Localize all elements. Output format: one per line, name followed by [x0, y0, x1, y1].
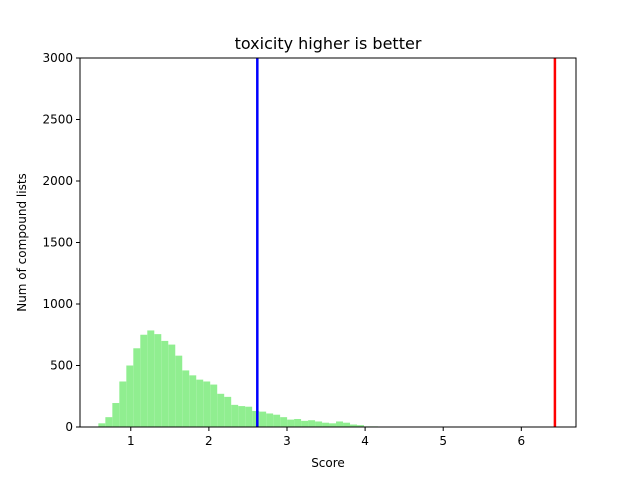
histogram-bar — [245, 406, 253, 427]
histogram-bar — [238, 406, 246, 427]
histogram-bar — [273, 414, 281, 427]
histogram-bar — [259, 411, 267, 427]
histogram-bar — [119, 381, 127, 427]
histogram-bar — [182, 370, 190, 427]
histogram-bar — [252, 411, 260, 427]
histogram-bar — [168, 344, 176, 427]
x-tick-label: 6 — [518, 434, 526, 448]
histogram-bars — [98, 330, 378, 427]
histogram-bar — [315, 421, 323, 427]
x-tick-label: 1 — [127, 434, 135, 448]
x-tick-label: 4 — [361, 434, 369, 448]
y-tick-label: 0 — [65, 420, 73, 434]
histogram-bar — [301, 420, 309, 427]
histogram-bar — [203, 381, 211, 427]
histogram-bar — [147, 330, 155, 427]
y-axis-label: Num of compound lists — [15, 173, 29, 312]
histogram-bar — [329, 423, 337, 427]
histogram-bar — [224, 396, 232, 427]
histogram-bar — [112, 403, 120, 427]
x-axis-label: Score — [311, 456, 345, 470]
chart-title: toxicity higher is better — [235, 34, 422, 53]
histogram-bar — [266, 413, 274, 427]
histogram-bar — [154, 334, 162, 427]
y-axis-ticks: 0 500 1000 1500 2000 2500 3000 — [42, 51, 80, 434]
histogram-bar — [287, 419, 295, 427]
histogram-bar — [189, 375, 197, 427]
histogram-bar — [336, 421, 344, 427]
histogram-bar — [98, 423, 106, 427]
y-tick-label: 3000 — [42, 51, 73, 65]
histogram-bar — [126, 365, 134, 427]
y-tick-label: 1000 — [42, 297, 73, 311]
y-tick-label: 1500 — [42, 236, 73, 250]
histogram-bar — [105, 417, 113, 427]
reference-lines — [256, 58, 557, 427]
x-tick-label: 3 — [283, 434, 291, 448]
y-tick-label: 500 — [50, 359, 73, 373]
x-tick-label: 5 — [439, 434, 447, 448]
x-tick-label: 2 — [205, 434, 213, 448]
histogram-bar — [280, 417, 288, 427]
y-tick-label: 2500 — [42, 113, 73, 127]
histogram-bar — [133, 348, 141, 427]
histogram-bar — [196, 379, 204, 427]
histogram-bar — [140, 334, 148, 427]
x-axis-ticks: 1 2 3 4 5 6 — [127, 427, 525, 448]
histogram-bar — [175, 355, 183, 427]
histogram-bar — [231, 404, 239, 427]
histogram-bar — [343, 422, 351, 427]
histogram-bar — [217, 393, 225, 427]
histogram-bar — [350, 424, 358, 427]
histogram-bar — [210, 384, 218, 427]
y-tick-label: 2000 — [42, 174, 73, 188]
histogram-bar — [161, 340, 169, 427]
histogram-bar — [294, 419, 302, 427]
histogram-bar — [308, 420, 316, 427]
histogram-bar — [357, 425, 365, 427]
histogram-bar — [322, 422, 330, 427]
